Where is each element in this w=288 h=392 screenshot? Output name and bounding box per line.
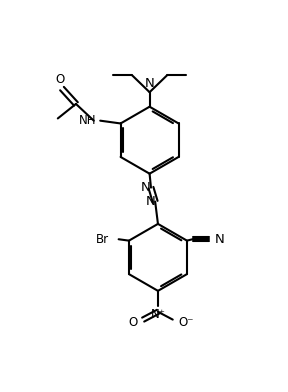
Text: N: N [145,77,154,90]
Text: Br: Br [96,233,109,246]
Text: O: O [128,316,138,329]
Text: O⁻: O⁻ [178,316,194,329]
Text: N: N [145,195,155,208]
Text: N⁺: N⁺ [151,309,166,321]
Text: NH: NH [79,114,96,127]
Text: N: N [141,181,151,194]
Text: O: O [55,73,65,86]
Text: N: N [215,233,225,246]
